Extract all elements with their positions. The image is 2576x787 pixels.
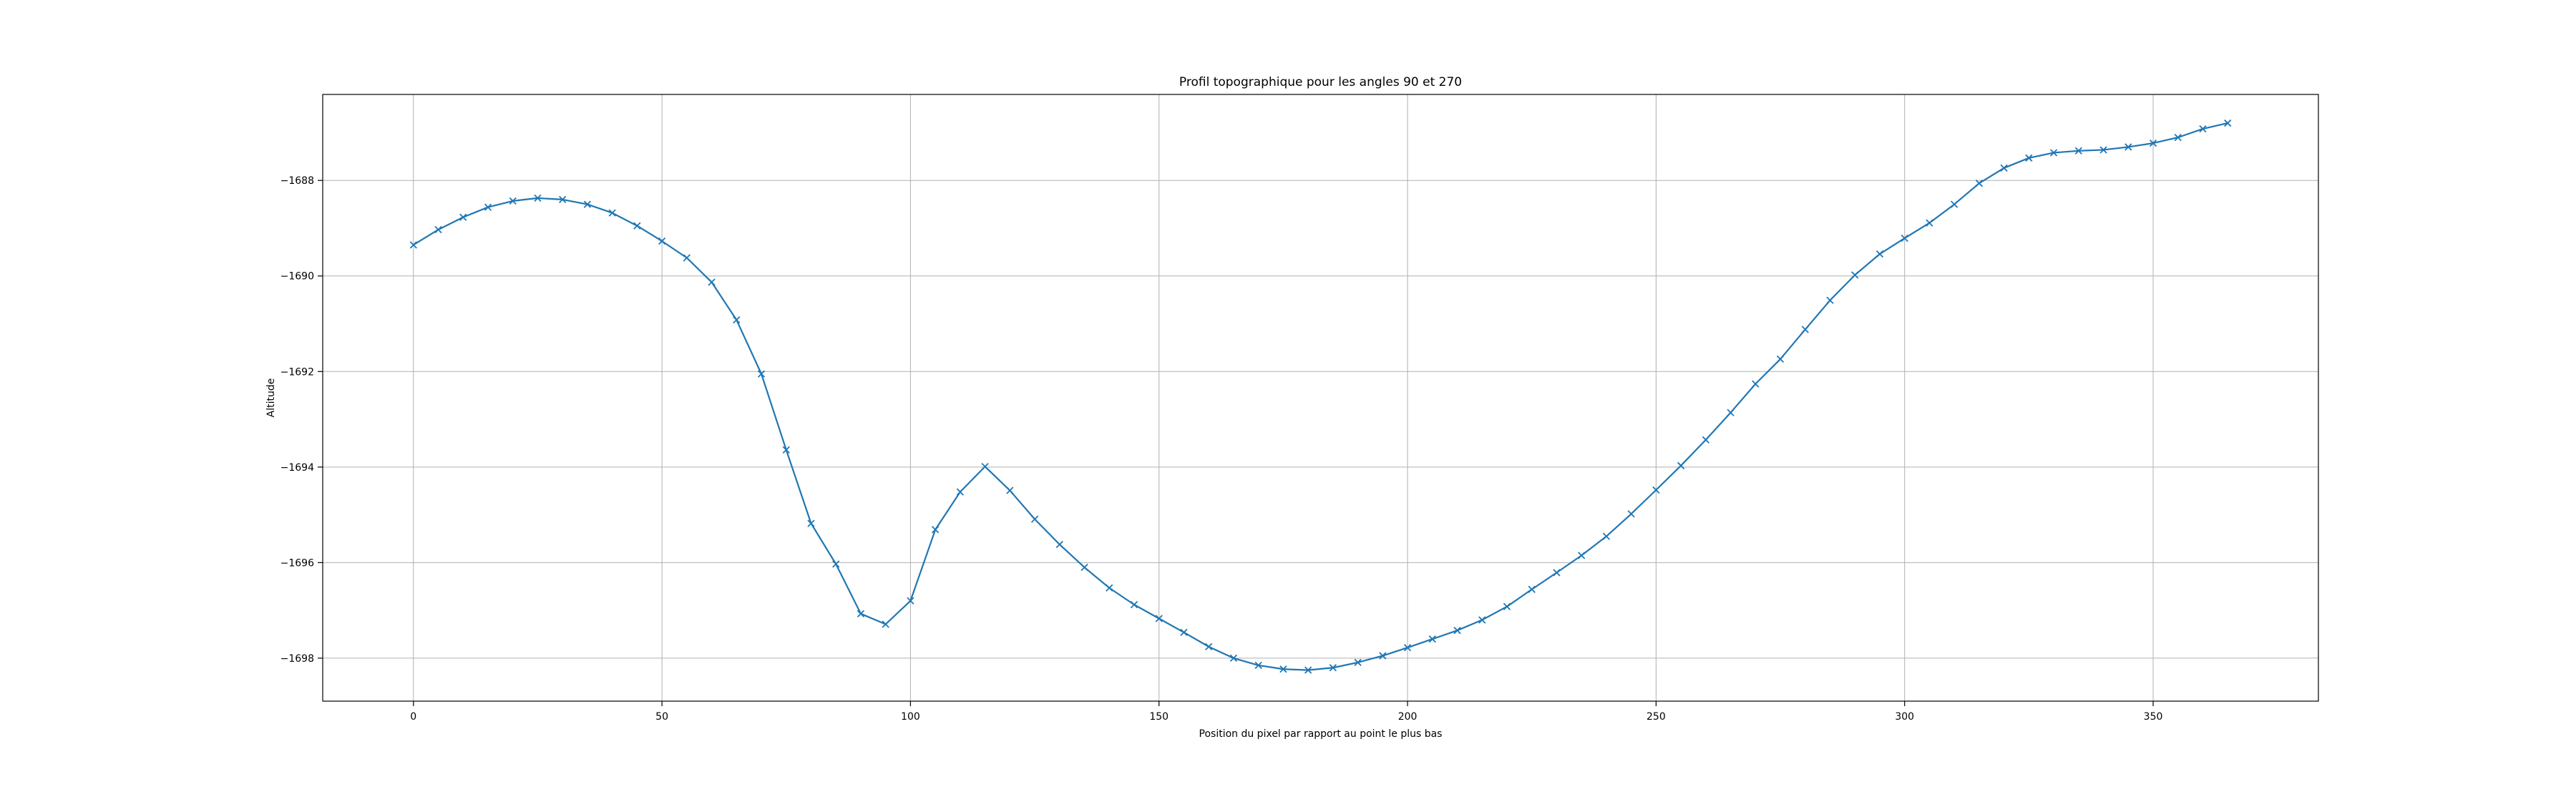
data-point-marker [708,278,716,286]
data-point-marker [1752,380,1760,388]
data-point-marker [832,560,840,568]
data-point-marker [1578,552,1586,559]
chart-title: Profil topographique pour les angles 90 … [1179,75,1462,89]
data-point-marker [2049,149,2058,157]
data-point-marker [583,200,592,208]
data-point-marker [757,370,766,378]
data-point-marker [2174,133,2182,142]
data-point-marker [434,225,442,234]
series-layer [409,119,2232,674]
data-point-marker [1727,409,1735,416]
data-point-marker [409,241,417,249]
data-point-marker [1279,665,1287,673]
series-line [413,122,2228,671]
data-point-marker [1155,615,1163,622]
data-point-marker [1801,326,1809,333]
x-tick-label: 200 [1398,711,1418,723]
x-tick-label: 100 [901,711,920,723]
data-point-marker [1205,642,1213,651]
data-point-marker [1851,271,1859,279]
data-point-marker [534,194,542,202]
data-point-marker [1254,661,1262,670]
data-point-marker [1428,635,1436,643]
data-point-marker [509,197,517,205]
data-point-marker [1652,486,1660,494]
data-point-marker [1528,585,1536,593]
data-point-marker [2124,143,2132,151]
data-point-marker [1951,200,1958,208]
data-point-marker [1106,584,1113,592]
data-point-marker [1055,540,1063,549]
data-point-marker [1478,616,1486,624]
x-tick-label: 50 [655,711,668,723]
data-point-marker [981,463,989,471]
data-point-marker [1901,234,1908,243]
data-point-marker [1180,628,1188,636]
data-point-marker [1503,602,1511,610]
data-point-marker [1602,532,1611,540]
data-point-marker [2000,164,2008,172]
data-point-marker [1403,644,1412,652]
data-point-marker [2025,154,2033,162]
data-point-marker [1875,250,1884,258]
data-point-marker [733,316,741,324]
data-point-marker [1329,664,1337,672]
data-point-marker [1453,627,1461,635]
x-tick-label: 350 [2144,711,2163,723]
data-point-marker [1030,515,1039,523]
data-point-marker [1826,296,1834,304]
data-point-marker [1926,219,1933,227]
data-point-marker [1229,654,1238,663]
data-point-marker [1304,666,1312,674]
y-tick-label: −1696 [280,557,314,569]
x-axis-label: Position du pixel par rapport au point l… [1199,728,1443,740]
data-point-marker [459,213,467,221]
grid [323,94,2318,701]
data-point-marker [956,488,965,496]
data-point-marker [1776,355,1785,363]
data-point-marker [608,209,616,217]
data-point-marker [1702,436,1709,444]
data-point-marker [1627,510,1635,518]
data-point-marker [2074,147,2082,155]
data-point-marker [683,254,691,262]
plot-frame [322,94,2319,702]
x-tick-label: 0 [410,711,416,723]
data-point-marker [2199,124,2207,133]
data-point-marker [559,195,567,204]
y-tick-label: −1692 [280,366,314,378]
data-point-marker [633,222,641,230]
y-tick-label: −1690 [280,271,314,283]
data-point-marker [782,446,790,454]
data-point-marker [857,610,865,617]
data-point-marker [1080,563,1088,572]
data-point-marker [658,237,666,245]
y-axis: −1688 −1690 −1692 −1694 −1696 −1698 [280,175,323,665]
y-tick-label: −1688 [280,175,314,187]
x-tick-label: 300 [1895,711,1914,723]
x-tick-label: 150 [1149,711,1169,723]
data-point-marker [1354,658,1362,667]
y-axis-label: Altitude [265,378,277,418]
y-tick-label: −1694 [280,462,314,474]
data-point-marker [2149,139,2157,147]
data-point-marker [807,519,815,527]
x-axis: 0 50 100 150 200 250 300 350 [410,701,2162,723]
data-point-marker [2224,119,2232,127]
data-point-marker [932,526,940,534]
x-tick-label: 250 [1646,711,1666,723]
data-point-marker [484,203,492,211]
data-point-marker [1677,461,1685,469]
data-point-marker [1130,600,1138,609]
data-point-marker [1379,652,1387,660]
data-point-marker [1006,487,1014,494]
y-tick-label: −1698 [280,653,314,665]
data-point-marker [1975,180,1984,187]
data-point-marker [882,620,889,628]
data-point-marker [1553,569,1561,577]
data-point-marker [907,597,914,605]
data-point-marker [2099,146,2107,154]
